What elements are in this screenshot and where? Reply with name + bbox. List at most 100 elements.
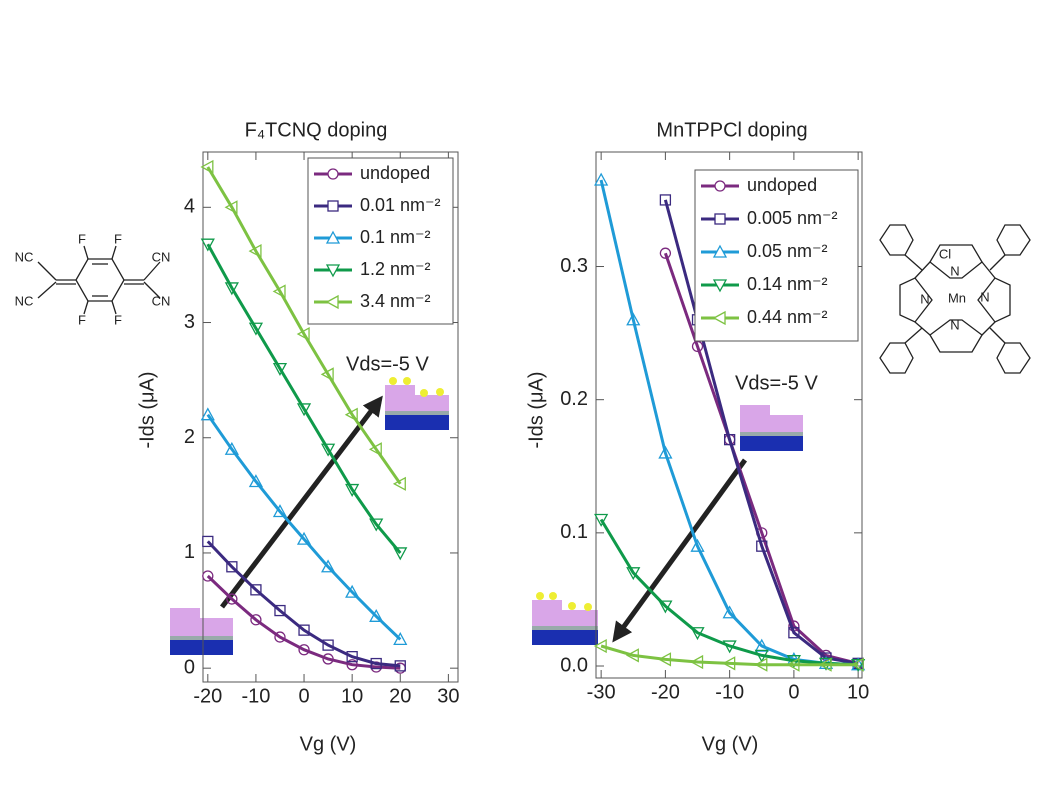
marker — [369, 518, 384, 532]
legend-label: 0.005 nm⁻² — [747, 208, 838, 228]
marker — [202, 535, 214, 548]
marker — [200, 407, 215, 421]
marker — [722, 605, 737, 619]
legend-label: 0.1 nm⁻² — [360, 227, 431, 247]
y-tick-label: 0.3 — [560, 255, 588, 277]
marker — [296, 531, 312, 545]
arrow — [220, 395, 383, 609]
legend-marker — [327, 168, 339, 180]
marker — [274, 604, 286, 617]
x-tick-label: 0 — [788, 681, 799, 703]
marker — [393, 632, 408, 646]
marker — [248, 322, 264, 336]
marker — [788, 627, 800, 639]
marker — [345, 483, 360, 497]
marker — [272, 284, 286, 299]
legend-label: 0.14 nm⁻² — [747, 274, 828, 294]
x-tick-label: -10 — [241, 685, 270, 707]
y-tick-label: 0.1 — [560, 521, 588, 543]
y-axis-label: -Ids (μA) — [525, 371, 547, 448]
marker — [346, 651, 358, 663]
x-tick-label: 20 — [389, 685, 411, 707]
marker — [594, 172, 609, 186]
x-tick-label: 10 — [341, 685, 363, 707]
marker — [625, 648, 639, 663]
atom-label: NC — [15, 293, 34, 308]
y-tick-label: 1 — [184, 541, 195, 563]
legend-marker — [714, 180, 726, 192]
legend-label: 1.2 nm⁻² — [360, 259, 431, 279]
atom-label: CN — [152, 249, 171, 264]
marker — [626, 567, 641, 581]
marker — [370, 657, 382, 670]
legend-label: undoped — [360, 163, 430, 183]
x-tick-label: -10 — [715, 681, 744, 703]
atom-label: Cl — [939, 246, 951, 261]
y-tick-label: 4 — [184, 196, 195, 218]
marker — [274, 631, 286, 643]
atom-label: Mn — [948, 290, 966, 305]
legend-marker — [325, 264, 341, 278]
marker — [298, 624, 310, 636]
plot-frame — [595, 151, 863, 679]
marker — [754, 657, 768, 672]
legend-marker — [714, 213, 726, 225]
marker — [322, 653, 334, 665]
marker — [723, 433, 736, 446]
device-inset — [740, 405, 803, 451]
f4tcnq-structure — [37, 245, 161, 315]
legend-label: 3.4 nm⁻² — [360, 291, 431, 311]
series-line — [206, 243, 402, 554]
marker — [320, 367, 334, 382]
marker — [272, 504, 288, 518]
marker — [224, 200, 238, 215]
x-tick-label: -30 — [587, 681, 616, 703]
marker — [369, 608, 384, 622]
y-tick-label: 2 — [184, 426, 195, 448]
atom-label: N — [920, 291, 929, 306]
marker — [786, 657, 800, 672]
marker — [850, 657, 864, 672]
marker — [690, 627, 705, 641]
x-tick-label: 10 — [847, 681, 869, 703]
marker — [690, 654, 704, 670]
x-axis-label: Vg (V) — [300, 733, 357, 755]
y-axis-label: -Ids (μA) — [136, 371, 158, 448]
mntppcl-structure — [879, 224, 1031, 374]
marker — [250, 614, 262, 626]
marker — [224, 282, 239, 296]
x-tick-label: 30 — [437, 685, 459, 707]
marker — [818, 657, 832, 672]
chart-title: F₄TCNQ doping — [245, 119, 388, 141]
marker — [226, 593, 238, 605]
marker — [226, 561, 238, 573]
marker — [344, 407, 358, 422]
marker — [296, 326, 310, 342]
marker — [626, 312, 641, 326]
x-tick-label: 0 — [298, 685, 309, 707]
marker — [368, 442, 382, 457]
marker — [658, 445, 673, 459]
marker — [250, 584, 262, 596]
marker — [392, 476, 406, 491]
legend-label: 0.01 nm⁻² — [360, 195, 441, 215]
legend-marker — [325, 294, 339, 310]
arrow — [612, 458, 748, 643]
marker — [298, 644, 310, 656]
marker — [200, 159, 214, 175]
annotation: Vds=-5 V — [346, 353, 429, 375]
marker — [200, 238, 215, 252]
marker — [394, 660, 406, 672]
marker — [659, 194, 672, 206]
legend-marker — [327, 200, 339, 212]
legend-marker — [712, 244, 728, 258]
y-tick-label: 0.0 — [560, 654, 588, 676]
series-line — [599, 518, 859, 667]
annotation: Vds=-5 V — [735, 372, 818, 394]
marker — [320, 443, 336, 457]
marker — [722, 640, 737, 654]
marker — [345, 584, 360, 598]
marker — [756, 540, 768, 552]
device-inset — [532, 592, 598, 645]
